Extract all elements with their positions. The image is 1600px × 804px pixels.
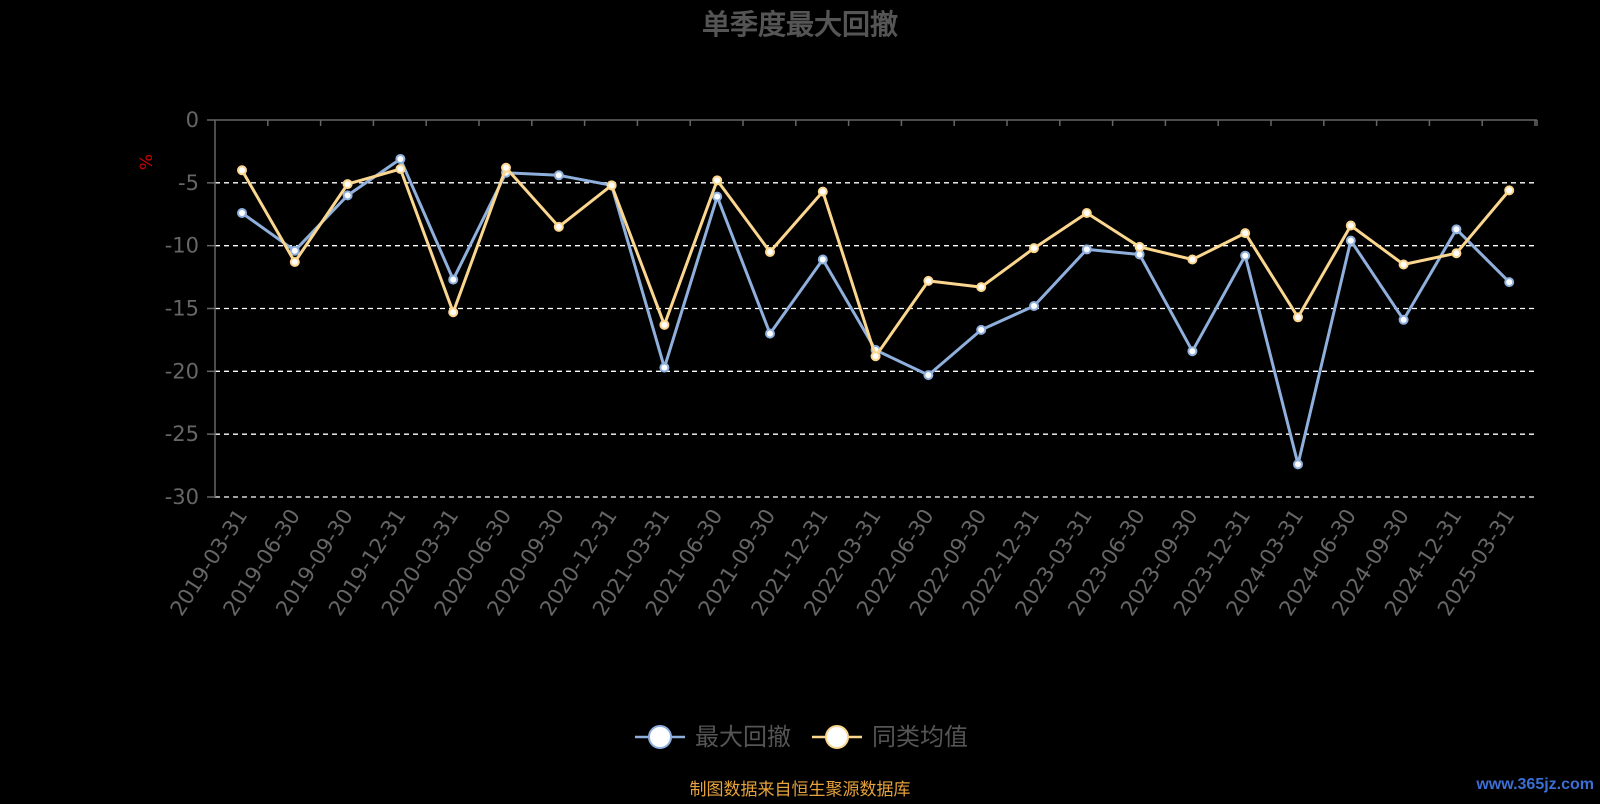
data-point[interactable] xyxy=(817,254,828,265)
series-line xyxy=(241,157,1511,466)
data-point[interactable] xyxy=(1398,259,1409,270)
data-point[interactable] xyxy=(1029,243,1039,254)
legend-label[interactable]: 同类均值 xyxy=(872,723,968,751)
y-axis-unit-label: % xyxy=(137,154,157,170)
data-point[interactable] xyxy=(765,328,775,339)
data-point[interactable] xyxy=(1240,228,1251,239)
data-point[interactable] xyxy=(342,190,353,201)
series-lines xyxy=(237,153,1515,470)
data-point[interactable] xyxy=(342,179,353,190)
grid-lines xyxy=(215,182,1537,498)
data-point[interactable] xyxy=(553,170,564,181)
data-point[interactable] xyxy=(606,180,617,191)
data-point[interactable] xyxy=(1240,250,1251,261)
y-tick-label: -5 xyxy=(178,171,199,195)
data-point[interactable] xyxy=(1081,244,1092,255)
data-point[interactable] xyxy=(1293,312,1303,323)
data-point[interactable] xyxy=(817,186,828,197)
y-tick-label: -20 xyxy=(165,359,199,383)
data-point[interactable] xyxy=(289,257,300,268)
data-point[interactable] xyxy=(923,370,934,381)
data-point[interactable] xyxy=(553,221,564,232)
data-point[interactable] xyxy=(870,351,881,362)
data-point[interactable] xyxy=(1293,459,1303,470)
legend-marker[interactable] xyxy=(825,725,849,749)
data-point[interactable] xyxy=(289,245,300,256)
data-point[interactable] xyxy=(1398,314,1409,325)
y-tick-label: 0 xyxy=(186,108,199,132)
data-point[interactable] xyxy=(395,153,406,164)
data-point[interactable] xyxy=(976,324,987,335)
data-point[interactable] xyxy=(712,191,723,202)
data-point[interactable] xyxy=(237,207,247,218)
data-point[interactable] xyxy=(923,275,934,286)
data-point[interactable] xyxy=(1081,207,1092,218)
data-point[interactable] xyxy=(976,282,987,293)
data-point[interactable] xyxy=(237,165,247,176)
legend-marker[interactable] xyxy=(648,725,672,749)
data-point[interactable] xyxy=(1345,235,1356,246)
data-point[interactable] xyxy=(1029,300,1039,311)
data-point[interactable] xyxy=(659,319,670,330)
data-point[interactable] xyxy=(1345,220,1356,231)
data-point[interactable] xyxy=(765,246,775,257)
data-point[interactable] xyxy=(712,175,723,186)
data-point[interactable] xyxy=(395,164,406,175)
legend-label[interactable]: 最大回撤 xyxy=(695,723,791,751)
watermark: www.365jz.com xyxy=(1476,776,1594,793)
data-point[interactable] xyxy=(448,307,459,318)
chart-title: 单季度最大回撤 xyxy=(702,8,898,41)
y-tick-label: -30 xyxy=(165,485,199,509)
y-tick-label: -15 xyxy=(165,297,199,321)
data-point[interactable] xyxy=(1504,185,1515,196)
axes xyxy=(207,119,1538,498)
data-point[interactable] xyxy=(1134,241,1145,252)
data-point[interactable] xyxy=(448,274,459,285)
data-point[interactable] xyxy=(1187,254,1198,265)
data-point[interactable] xyxy=(1187,346,1198,357)
data-point[interactable] xyxy=(1451,224,1462,235)
y-tick-label: -25 xyxy=(165,422,199,446)
y-tick-labels: 0 -5 -10 -15 -20 -25 -30 xyxy=(165,108,199,509)
data-point[interactable] xyxy=(501,162,511,173)
y-tick-label: -10 xyxy=(165,234,199,258)
series-line xyxy=(240,166,1511,358)
data-point[interactable] xyxy=(1504,277,1515,288)
legend[interactable]: 最大回撤 同类均值 xyxy=(635,723,968,751)
x-tick-labels: 2019-03-312019-06-302019-09-302019-12-31… xyxy=(166,505,1520,620)
data-point[interactable] xyxy=(1451,248,1462,259)
source-note: 制图数据来自恒生聚源数据库 xyxy=(690,780,911,800)
data-point[interactable] xyxy=(659,362,670,373)
